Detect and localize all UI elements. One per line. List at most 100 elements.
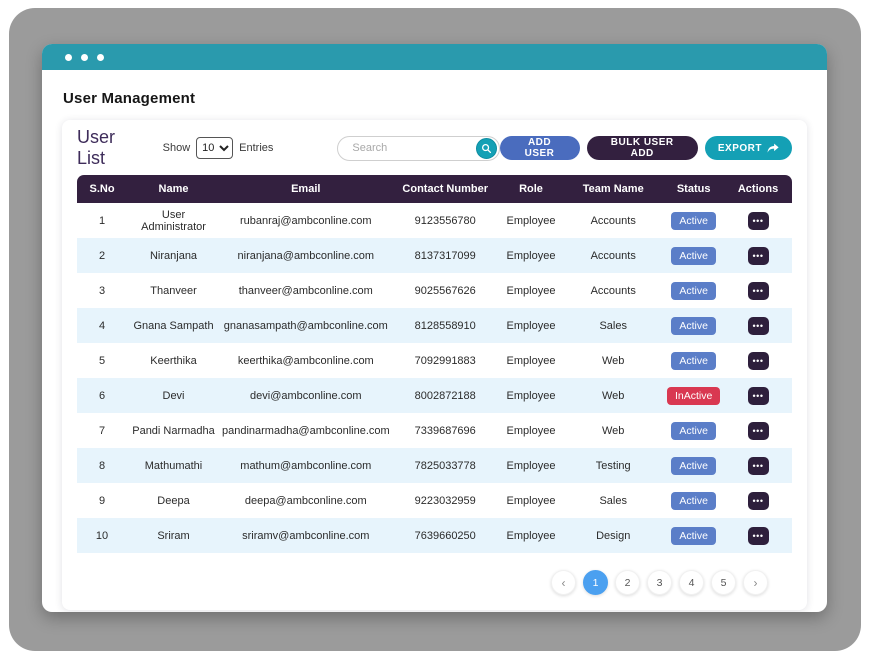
status-cell: Active [663,483,724,518]
column-header: Contact Number [391,175,499,203]
table-row: 6 Devi devi@ambconline.com 8002872188 Employ… [77,378,792,413]
name-cell: Devi [162,389,185,402]
role-cell: Employee [506,424,556,437]
actions-cell: ••• [724,203,792,238]
export-button[interactable]: EXPORT [704,136,793,160]
team-cell: Web [602,354,625,367]
contact-cell: 7092991883 [414,354,476,367]
sno-cell: 1 [98,214,106,227]
role-cell: Employee [506,494,556,507]
entries-label: Entries [239,142,274,154]
row-actions-button[interactable]: ••• [747,456,769,475]
pagination-page-4[interactable]: 4 [679,570,704,595]
name-cell: Thanveer [150,284,197,297]
status-badge: Active [671,421,716,440]
export-label: EXPORT [717,142,763,154]
search-icon [481,143,492,154]
window-dot-icon [65,53,72,61]
chevron-right-icon: › [753,575,758,590]
table-row: 10 Sriram sriramv@ambconline.com 7639660250… [77,518,792,553]
team-cell: Accounts [590,284,636,297]
name-cell: Keerthika [150,354,197,367]
row-actions-button[interactable]: ••• [747,526,769,545]
column-header: Name [127,175,220,203]
contact-cell: 9123556780 [414,214,476,227]
row-actions-button[interactable]: ••• [747,316,769,335]
page-content: User Management User List Show 10 Entrie… [42,70,827,610]
email-cell: deepa@ambconline.com [244,494,367,507]
team-cell: Sales [599,494,627,507]
search-input[interactable] [350,141,463,155]
pagination: ‹ 1 2 3 4 5 › [77,570,792,595]
sno-cell: 3 [98,284,106,297]
row-actions-button[interactable]: ••• [747,421,769,440]
actions-cell: ••• [724,238,792,273]
table-row: 2 Niranjana niranjana@ambconline.com 813731… [77,238,792,273]
sno-cell: 2 [98,249,106,262]
export-arrow-icon [767,143,779,154]
status-badge: Active [671,316,716,335]
search-button[interactable] [475,137,497,159]
pagination-prev-button[interactable]: ‹ [551,570,576,595]
status-cell: Active [663,343,724,378]
status-badge: Active [671,526,716,545]
search-box [337,135,500,161]
actions-cell: ••• [724,413,792,448]
table-row: 1 User Administrator rubanraj@ambconline.c… [77,203,792,238]
status-cell: Active [663,308,724,343]
row-actions-button[interactable]: ••• [747,211,769,230]
column-header: Status [663,175,725,203]
pagination-page-2[interactable]: 2 [615,570,640,595]
sno-cell: 7 [98,424,106,437]
contact-cell: 7339687696 [414,424,476,437]
row-actions-button[interactable]: ••• [747,351,769,370]
row-actions-button[interactable]: ••• [747,386,769,405]
entries-control: Show 10 Entries [163,137,274,159]
pagination-page-5[interactable]: 5 [711,570,736,595]
contact-cell: 8128558910 [414,319,476,332]
status-cell: Active [663,273,724,308]
status-cell: Active [663,448,724,483]
row-actions-button[interactable]: ••• [747,246,769,265]
card-header: User List Show 10 Entries [77,127,793,168]
entries-select[interactable]: 10 [196,137,234,159]
table-row: 4 Gnana Sampath gnanasampath@ambconline.co… [77,308,792,343]
sno-cell: 5 [98,354,106,367]
window-dot-icon [81,53,88,61]
column-header: S.No [77,175,128,203]
team-cell: Web [602,389,625,402]
chevron-left-icon: ‹ [561,575,566,590]
bulk-user-add-button[interactable]: BULK USER ADD [586,136,698,160]
actions-cell: ••• [724,483,792,518]
team-cell: Web [602,424,625,437]
contact-cell: 7825033778 [414,459,476,472]
name-cell: Gnana Sampath [133,319,214,332]
team-cell: Testing [595,459,631,472]
sno-cell: 9 [98,494,106,507]
actions-cell: ••• [724,343,792,378]
row-actions-button[interactable]: ••• [747,281,769,300]
pagination-page-3[interactable]: 3 [647,570,672,595]
card-title: User List [77,127,116,168]
contact-cell: 9025567626 [414,284,476,297]
email-cell: mathum@ambconline.com [240,459,372,472]
team-cell: Sales [599,319,627,332]
actions-cell: ••• [724,518,792,553]
team-cell: Design [596,529,631,542]
sno-cell: 10 [95,529,109,542]
role-cell: Employee [506,529,556,542]
actions-cell: ••• [724,308,792,343]
add-user-button[interactable]: ADD USER [499,136,580,160]
pagination-page-1[interactable]: 1 [583,570,608,595]
role-cell: Employee [506,284,556,297]
team-cell: Accounts [590,249,636,262]
status-badge: Active [671,246,716,265]
table-row: 5 Keerthika keerthika@ambconline.com 709299… [77,343,792,378]
table-row: 3 Thanveer thanveer@ambconline.com 90255676… [77,273,792,308]
contact-cell: 8002872188 [414,389,476,402]
email-cell: thanveer@ambconline.com [238,284,373,297]
contact-cell: 9223032959 [414,494,476,507]
pagination-next-button[interactable]: › [743,570,768,595]
row-actions-button[interactable]: ••• [747,491,769,510]
user-list-card: User List Show 10 Entries [62,120,807,610]
